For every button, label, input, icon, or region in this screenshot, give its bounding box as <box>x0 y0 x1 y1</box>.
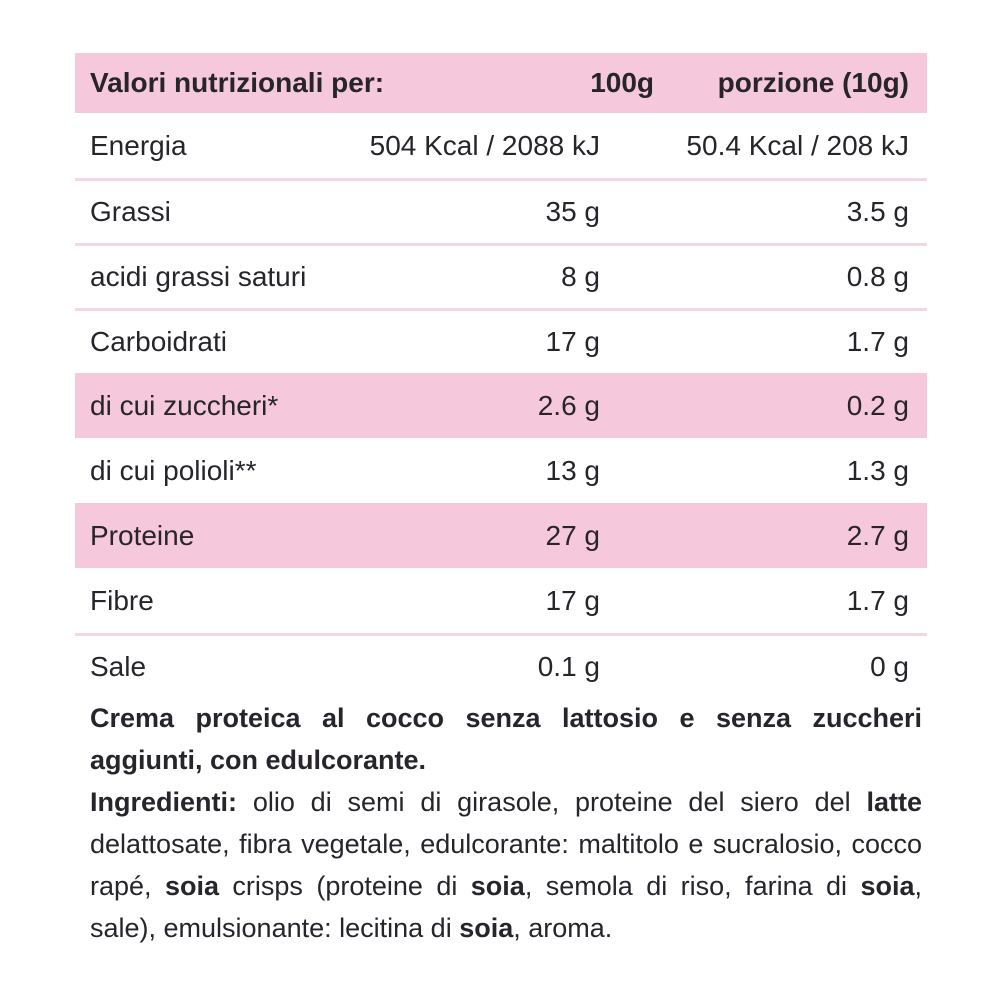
value-per-portion: 1.3 g <box>846 454 909 486</box>
value-per-portion: 0 g <box>870 651 909 682</box>
table-row: Proteine 27 g 2.7 g <box>75 503 927 568</box>
product-description: Crema proteica al cocco senza lattosio e… <box>90 703 922 775</box>
nutrient-label: Grassi <box>90 196 171 227</box>
table-row: Grassi 35 g 3.5 g <box>75 178 927 243</box>
header-label: Valori nutrizionali per: <box>90 67 385 98</box>
value-per-portion: 0.8 g <box>846 261 909 292</box>
table-row: di cui zuccheri* 2.6 g 0.2 g <box>75 373 927 438</box>
header-col-portion: porzione (10g) <box>717 67 909 98</box>
value-per-100g: 0.1 g <box>537 651 600 682</box>
nutrient-label: Sale <box>90 651 147 682</box>
nutrient-label: acidi grassi saturi <box>90 261 307 292</box>
value-per-portion: 3.5 g <box>846 196 909 227</box>
value-per-100g: 2.6 g <box>537 389 600 421</box>
nutrition-table: Valori nutrizionali per: 100g porzione (… <box>75 53 927 698</box>
nutrient-label: Fibre <box>90 584 154 616</box>
header-col-100g: 100g <box>590 67 655 98</box>
table-row: di cui polioli** 13 g 1.3 g <box>75 438 927 503</box>
table-row: Sale 0.1 g 0 g <box>75 633 927 698</box>
nutrient-label: Carboidrati <box>90 326 227 357</box>
value-per-portion: 2.7 g <box>846 519 909 551</box>
nutrient-label: di cui zuccheri* <box>90 389 279 421</box>
value-per-100g: 27 g <box>545 519 601 551</box>
value-per-100g: 17 g <box>545 326 601 357</box>
nutrient-label: Energia <box>90 129 187 161</box>
value-per-portion: 50.4 Kcal / 208 kJ <box>686 129 909 161</box>
value-per-portion: 1.7 g <box>846 326 909 357</box>
value-per-100g: 8 g <box>561 261 600 292</box>
value-per-portion: 1.7 g <box>846 584 909 616</box>
nutrient-label: Proteine <box>90 519 195 551</box>
value-per-100g: 13 g <box>545 454 601 486</box>
value-per-portion: 0.2 g <box>846 389 909 421</box>
table-rows: Energia 504 Kcal / 2088 kJ 50.4 Kcal / 2… <box>75 113 927 698</box>
text-block: Crema proteica al cocco senza lattosio e… <box>90 697 922 949</box>
value-per-100g: 17 g <box>545 584 601 616</box>
table-row: acidi grassi saturi 8 g 0.8 g <box>75 243 927 308</box>
nutrient-label: di cui polioli** <box>90 454 257 486</box>
nutrition-table-header: Valori nutrizionali per: 100g porzione (… <box>75 53 927 113</box>
table-row: Energia 504 Kcal / 2088 kJ 50.4 Kcal / 2… <box>75 113 927 178</box>
table-row: Carboidrati 17 g 1.7 g <box>75 308 927 373</box>
value-per-100g: 504 Kcal / 2088 kJ <box>369 129 600 161</box>
table-row: Fibre 17 g 1.7 g <box>75 568 927 633</box>
ingredients-text: Ingredienti: olio di semi di girasole, p… <box>90 787 923 943</box>
value-per-100g: 35 g <box>545 196 601 227</box>
